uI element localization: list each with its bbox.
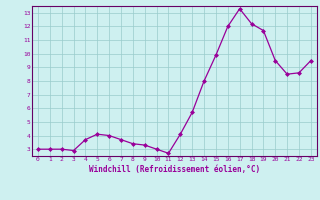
X-axis label: Windchill (Refroidissement éolien,°C): Windchill (Refroidissement éolien,°C): [89, 165, 260, 174]
